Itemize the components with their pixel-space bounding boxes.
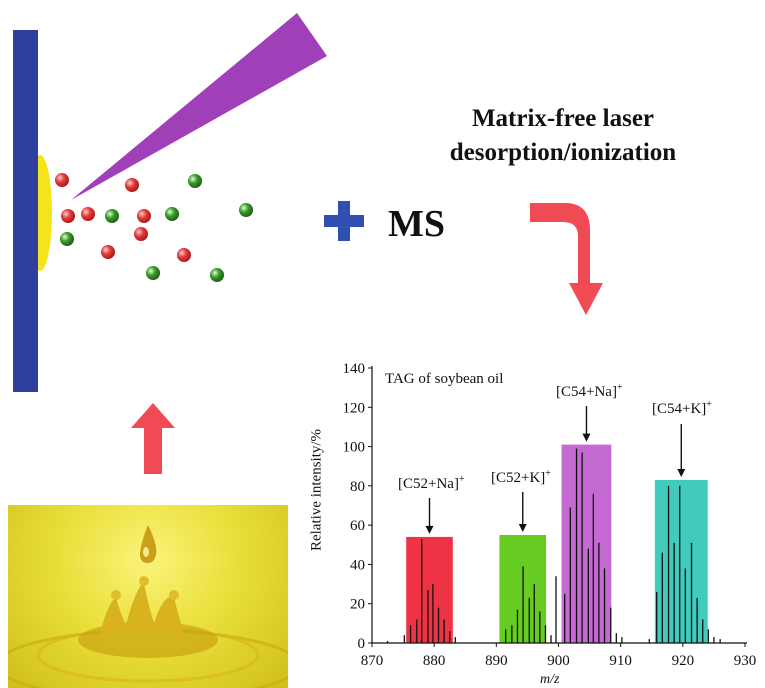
label-c52-k: [C52+K]+ [491, 468, 551, 487]
x-tick-label: 920 [672, 653, 695, 669]
ion-green-icon [60, 232, 74, 246]
x-tick-label: 890 [485, 653, 508, 669]
ion-red-icon [134, 227, 148, 241]
x-tick-label: 880 [423, 653, 446, 669]
x-tick-label: 910 [609, 653, 632, 669]
arrowhead-c52-na [425, 525, 434, 534]
ion-green-icon [165, 207, 179, 221]
label-c52-na: [C52+Na]+ [398, 474, 465, 493]
bar-c52-na [406, 536, 453, 643]
y-tick-label: 80 [350, 479, 365, 495]
chart-title: TAG of soybean oil [385, 371, 504, 387]
oil-droplet-photo [8, 505, 288, 688]
label-c54-k-text: [C54+K] [652, 401, 707, 417]
label-c54-na: [C54+Na]+ [556, 382, 623, 401]
y-tick-label: 120 [343, 400, 366, 416]
label-c54-na-text: [C54+Na] [556, 384, 617, 400]
ion-red-icon [177, 248, 191, 262]
heading-line-2: desorption/ionization [449, 139, 677, 166]
ion-green-icon [188, 174, 202, 188]
arrowhead-c54-k [677, 468, 686, 477]
ion-red-icon [61, 209, 75, 223]
ion-red-icon [55, 173, 69, 187]
ion-red-icon [81, 207, 95, 221]
label-c54-k-charge: + [706, 399, 712, 410]
x-tick-label: 930 [734, 653, 757, 669]
ion-red-icon [101, 245, 115, 259]
curved-arrow-icon [530, 203, 603, 315]
label-c52-na-charge: + [458, 474, 465, 485]
ion-green-icon [146, 266, 160, 280]
ion-red-icon [125, 178, 139, 192]
up-arrow-icon [131, 403, 175, 474]
bar-c54-k [654, 479, 708, 643]
ion-red-icon [137, 209, 151, 223]
ion-green-icon [239, 203, 253, 217]
x-tick-label: 900 [547, 653, 570, 669]
ion-green-icon [105, 209, 119, 223]
x-axis-label: m/z [540, 672, 560, 687]
y-tick-label: 20 [350, 597, 365, 613]
sample-plate-icon [13, 30, 38, 392]
y-axis-label: Relative intensity/% [308, 428, 325, 552]
laser-beam-icon [71, 13, 327, 200]
label-c54-na-charge: + [616, 382, 623, 393]
mass-spectrum-chart: 0 20 40 60 80 100 120 140 870 880 890 900 910 920 930 [343, 361, 757, 669]
ion-cloud [55, 173, 253, 282]
label-c52-k-text: [C52+K] [491, 470, 546, 486]
y-tick-label: 40 [350, 557, 365, 573]
arrowhead-c54-na [582, 433, 591, 442]
ion-green-icon [210, 268, 224, 282]
y-tick-label: 140 [343, 361, 366, 377]
y-tick-label: 100 [343, 440, 366, 456]
arrowhead-c52-k [518, 523, 527, 532]
plus-icon [324, 201, 364, 241]
y-tick-label: 0 [358, 636, 366, 652]
x-tick-label: 870 [361, 653, 384, 669]
label-c52-k-charge: + [545, 468, 551, 479]
label-c52-na-text: [C52+Na] [398, 476, 459, 492]
y-tick-label: 60 [350, 518, 365, 534]
heading-line-1: Matrix-free laser [471, 105, 655, 132]
label-c54-k: [C54+K]+ [652, 399, 712, 418]
ms-label: MS [388, 203, 445, 245]
